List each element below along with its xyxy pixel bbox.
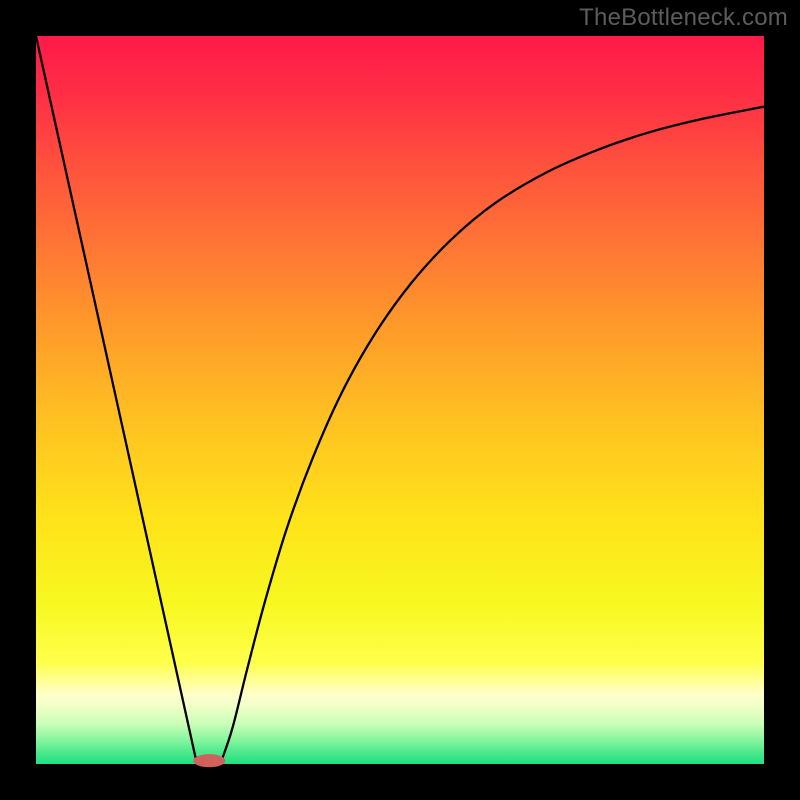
bottleneck-chart [0,0,800,800]
chart-frame: TheBottleneck.com [0,0,800,800]
plot-background [36,36,764,764]
watermark-text: TheBottleneck.com [579,4,788,32]
optimal-marker [193,754,225,767]
